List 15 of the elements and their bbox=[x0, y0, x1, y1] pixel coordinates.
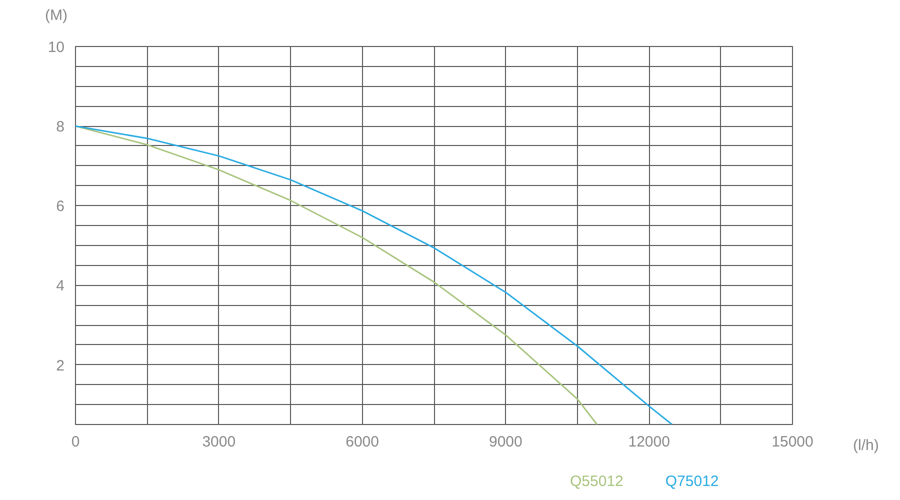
text: Q55012 bbox=[570, 473, 624, 490]
y-tick-label: 10 bbox=[48, 39, 65, 56]
x-axis-title: (l/h) bbox=[853, 436, 879, 456]
x-tick-label: 6000 bbox=[346, 434, 379, 450]
x-tick-label: 15000 bbox=[772, 434, 814, 450]
y-axis-title: (M) bbox=[45, 7, 68, 24]
x-tick-label: 0 bbox=[71, 434, 80, 450]
text: Q75012 bbox=[665, 473, 719, 490]
y-tick-label: 8 bbox=[56, 118, 64, 136]
x-tick-label: 3000 bbox=[202, 434, 236, 450]
x-tick-label: 9000 bbox=[489, 434, 522, 450]
x-tick-label: 12000 bbox=[628, 434, 670, 450]
y-tick-label: 2 bbox=[56, 357, 64, 374]
y-tick-label: 4 bbox=[56, 278, 64, 295]
y-tick-label: 6 bbox=[56, 198, 64, 216]
